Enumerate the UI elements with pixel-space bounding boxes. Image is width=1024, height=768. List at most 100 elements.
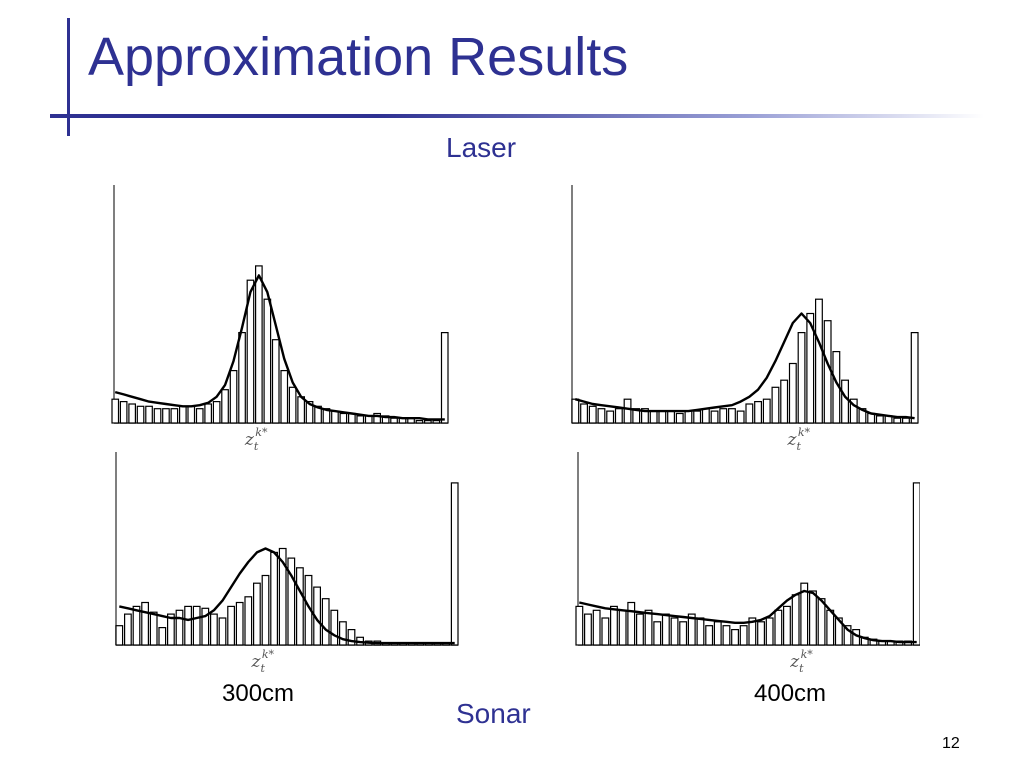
histogram-bar: [791, 594, 800, 646]
histogram-bar: [170, 408, 179, 424]
histogram-bar: [644, 609, 653, 646]
histogram-bar: [912, 482, 920, 646]
histogram-bar: [754, 401, 762, 424]
histogram-bar: [347, 629, 356, 646]
histogram-bar: [618, 609, 627, 646]
histogram-bar: [701, 408, 710, 424]
histogram-bar: [128, 403, 136, 424]
slide-title: Approximation Results: [88, 27, 629, 87]
histogram-bar: [902, 417, 910, 424]
histogram-bar: [166, 613, 175, 646]
histogram-bar: [627, 601, 636, 646]
histogram-bar: [815, 298, 823, 424]
histogram-bar: [187, 405, 196, 424]
histogram-bar: [195, 408, 204, 424]
histogram-bar: [145, 405, 153, 424]
x-axis-label: ztk*: [789, 648, 813, 675]
histogram-bar: [287, 557, 296, 646]
histogram-bar: [765, 617, 774, 646]
histogram-bar: [218, 617, 227, 646]
histogram-bar: [440, 332, 449, 424]
title-accent-horizontal-line: [50, 114, 984, 118]
distance-label-300cm: 300cm: [222, 680, 295, 707]
histogram-bar: [212, 401, 221, 424]
histogram-bar: [597, 408, 606, 424]
histogram-bar: [809, 590, 817, 646]
histogram-bar: [635, 613, 644, 646]
histogram-bar: [424, 420, 432, 424]
histogram-bar: [184, 605, 193, 646]
histogram-bar: [601, 617, 610, 646]
histogram-bar: [774, 609, 783, 646]
histogram-bar: [762, 398, 771, 424]
histogram-bar: [834, 617, 843, 646]
histogram-bar: [124, 613, 132, 646]
histogram-bar: [592, 609, 601, 646]
histogram-bar: [450, 482, 459, 646]
histogram-bar: [584, 613, 592, 646]
page-number: 12: [942, 735, 960, 752]
histogram-bar: [893, 417, 902, 424]
histogram-bar: [149, 611, 158, 646]
histogram-bar: [246, 279, 255, 424]
sonar-label: Sonar: [456, 698, 531, 729]
histogram-bar: [390, 417, 398, 424]
histogram-bar: [297, 396, 305, 424]
histogram-bar: [261, 574, 270, 646]
histogram-bar: [910, 332, 919, 424]
histogram-bar: [841, 379, 850, 424]
approximation-curve: [119, 547, 455, 645]
histogram-bar: [580, 403, 589, 424]
histogram-bar: [253, 582, 261, 646]
histogram-bar: [588, 405, 597, 424]
histogram-bar: [201, 607, 210, 646]
histogram-bar: [748, 617, 757, 646]
histogram-bar: [670, 617, 679, 646]
histogram-bar: [614, 408, 623, 424]
histogram-bar: [731, 629, 739, 646]
histogram-bar: [321, 598, 330, 646]
histogram-bar: [132, 605, 141, 646]
histogram-bar: [192, 605, 201, 646]
histogram-bar: [244, 596, 253, 646]
histogram-bar: [119, 401, 128, 424]
histogram-bar: [288, 386, 297, 424]
histogram-bar: [823, 320, 832, 424]
x-axis-label: ztk*: [251, 648, 275, 675]
chart-laser-300cm: ztk*: [111, 185, 449, 450]
histogram-bar: [649, 410, 658, 424]
histogram-bar: [705, 625, 714, 646]
histogram-bar: [432, 420, 441, 424]
histogram-bar: [693, 410, 702, 424]
histogram-bar: [238, 332, 246, 424]
histogram-bar: [331, 410, 339, 424]
histogram-bar: [780, 379, 789, 424]
histogram-bar: [800, 582, 809, 646]
histogram-bar: [736, 410, 745, 424]
chart-laser-400cm: ztk*: [571, 185, 919, 450]
distance-label-400cm: 400cm: [754, 680, 827, 707]
histogram-bar: [745, 403, 754, 424]
approximation-curve: [114, 274, 445, 421]
histogram-bar: [373, 412, 381, 424]
histogram-bar: [136, 405, 145, 424]
histogram-bar: [221, 389, 229, 424]
histogram-bar: [227, 605, 236, 646]
histogram-bar: [658, 410, 667, 424]
histogram-bar: [575, 605, 584, 646]
approximation-curve: [574, 312, 915, 420]
histogram-bar: [713, 621, 722, 646]
histogram-bar: [111, 398, 120, 424]
histogram-bar: [653, 621, 662, 646]
histogram-bar: [722, 625, 731, 646]
histogram-bar: [255, 265, 263, 424]
histogram-bar: [679, 621, 688, 646]
histogram-bar: [606, 410, 615, 424]
histogram-bar: [278, 547, 287, 646]
histogram-bar: [271, 339, 280, 424]
histogram-bar: [204, 403, 213, 424]
histogram-bar: [330, 609, 339, 646]
histogram-bar: [229, 370, 238, 424]
histogram-bar: [141, 601, 149, 646]
title-accent-vertical-line: [67, 18, 70, 136]
